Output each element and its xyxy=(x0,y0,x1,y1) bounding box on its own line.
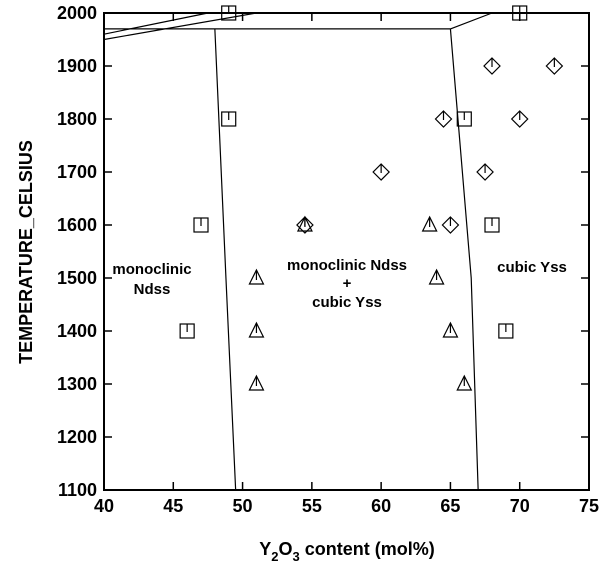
square-marker xyxy=(221,111,237,127)
y-tick-label: 2000 xyxy=(57,3,97,23)
region-label-left-1: monoclinic xyxy=(112,261,191,278)
triangle-marker xyxy=(421,215,438,232)
square-marker xyxy=(456,111,472,127)
x-tick-label: 65 xyxy=(440,496,460,516)
square-marker xyxy=(193,217,209,233)
phase-boundary-line xyxy=(214,28,237,491)
x-axis-title: Y2O3 content (mol%) xyxy=(259,539,435,564)
y-tick-label: 1500 xyxy=(57,268,97,288)
phase-boundary-line xyxy=(449,28,479,491)
y-tick-label: 1700 xyxy=(57,162,97,182)
region-label-mid-3: cubic Yss xyxy=(312,294,382,311)
square-marker xyxy=(512,5,528,21)
x-tick-label: 40 xyxy=(94,496,114,516)
y-axis-title: TEMPERATURE_CELSIUS xyxy=(16,140,36,364)
plot-area xyxy=(103,12,590,491)
phase-boundaries xyxy=(103,12,493,491)
triangle-marker xyxy=(456,374,473,391)
triangle-marker xyxy=(428,268,445,285)
x-tick-label: 75 xyxy=(579,496,599,516)
diamond-marker xyxy=(441,216,460,234)
phase-boundary-line xyxy=(103,12,257,41)
diamond-marker xyxy=(476,163,494,181)
x-tick-label: 55 xyxy=(302,496,322,516)
axis-ticks: 40 45 50 55 60 65 70 75 1100 1200 1300 1400 1500 1600… xyxy=(57,3,599,516)
y-tick-label: 1400 xyxy=(57,321,97,341)
diamond-marker xyxy=(510,110,529,128)
diamond-marker xyxy=(434,110,453,128)
phase-boundary-line xyxy=(450,12,493,30)
diamond-marker xyxy=(545,57,564,75)
y-tick-label: 1100 xyxy=(58,480,97,500)
triangle-marker xyxy=(248,321,265,338)
square-marker xyxy=(221,5,237,21)
region-label-mid-2: + xyxy=(343,275,352,292)
region-label-mid-1: monoclinic Ndss xyxy=(287,257,407,274)
triangle-marker xyxy=(248,374,265,391)
y-tick-label: 1800 xyxy=(57,109,97,129)
x-tick-label: 50 xyxy=(233,496,253,516)
diamond-marker xyxy=(483,57,501,75)
x-tick-label: 70 xyxy=(510,496,530,516)
x-tick-label: 60 xyxy=(371,496,391,516)
diamond-marker xyxy=(372,163,390,181)
phase-boundary-line xyxy=(103,12,209,35)
x-tick-label: 45 xyxy=(163,496,183,516)
square-marker xyxy=(498,323,514,339)
y-tick-label: 1300 xyxy=(57,374,97,394)
y-tick-label: 1600 xyxy=(57,215,97,235)
y-tick-label: 1900 xyxy=(57,56,97,76)
triangle-marker xyxy=(442,321,459,338)
square-marker xyxy=(179,323,195,339)
region-label-left-2: Ndss xyxy=(134,281,171,298)
diamond-marker xyxy=(296,216,314,234)
square-marker xyxy=(484,217,500,233)
data-markers xyxy=(179,5,564,391)
triangle-marker xyxy=(248,268,265,285)
region-label-right: cubic Yss xyxy=(497,259,567,276)
y-tick-label: 1200 xyxy=(57,427,97,447)
